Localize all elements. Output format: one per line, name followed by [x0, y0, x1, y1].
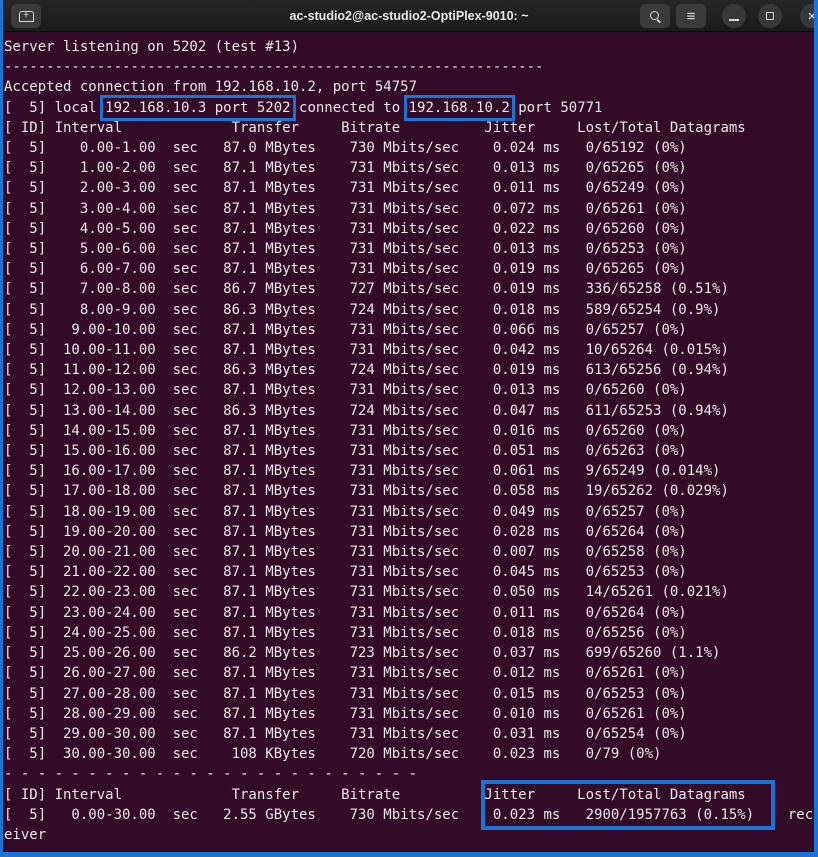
iperf-interval-row: [ 5] 24.00-25.00 sec 87.1 MBytes 731 Mbi… — [4, 624, 687, 641]
iperf-interval-row: [ 5] 17.00-18.00 sec 87.1 MBytes 731 Mbi… — [4, 483, 729, 500]
search-button[interactable] — [640, 4, 670, 28]
window-titlebar: + ac-studio2@ac-studio2-OptiPlex-9010: ~… — [0, 0, 818, 32]
summary-row: [ 5] 0.00-30.00 sec 2.55 GBytes 730 Mbit… — [4, 806, 814, 843]
summary-column-header: [ ID] Interval Transfer Bitrate Jitter L… — [4, 786, 746, 803]
close-icon: × — [807, 7, 817, 25]
remote-endpoint-highlight: 192.168.10.2 — [403, 94, 515, 121]
separator-line: ----------------------------------------… — [4, 59, 544, 76]
iperf-interval-row: [ 5] 19.00-20.00 sec 87.1 MBytes 731 Mbi… — [4, 523, 687, 540]
iperf-interval-row: [ 5] 13.00-14.00 sec 86.3 MBytes 724 Mbi… — [4, 402, 729, 419]
iperf-interval-row: [ 5] 9.00-10.00 sec 87.1 MBytes 731 Mbit… — [4, 321, 687, 338]
connection-prefix: [ 5] local — [4, 99, 106, 116]
iperf-interval-row: [ 5] 27.00-28.00 sec 87.1 MBytes 731 Mbi… — [4, 685, 687, 702]
iperf-interval-row: [ 5] 5.00-6.00 sec 87.1 MBytes 731 Mbits… — [4, 241, 687, 258]
iperf-interval-row: [ 5] 7.00-8.00 sec 86.7 MBytes 727 Mbits… — [4, 281, 729, 298]
iperf-interval-row: [ 5] 12.00-13.00 sec 87.1 MBytes 731 Mbi… — [4, 382, 687, 399]
iperf-interval-row: [ 5] 29.00-30.00 sec 87.1 MBytes 731 Mbi… — [4, 725, 687, 742]
terminal-output: Server listening on 5202 (test #13) ----… — [0, 32, 818, 857]
connection-line: [ 5] local 192.168.10.3 port 5202 connec… — [4, 94, 818, 121]
column-header: [ ID] Interval Transfer Bitrate Jitter L… — [4, 119, 746, 136]
new-tab-button[interactable]: + — [11, 4, 41, 28]
menu-button[interactable]: ≡ — [676, 4, 706, 28]
summary-separator: - - - - - - - - - - - - - - - - - - - - … — [4, 766, 418, 783]
iperf-interval-row: [ 5] 30.00-30.00 sec 108 KBytes 720 Mbit… — [4, 746, 662, 763]
local-endpoint-highlight: 192.168.10.3 port 5202 — [100, 94, 296, 121]
iperf-interval-row: [ 5] 22.00-23.00 sec 87.1 MBytes 731 Mbi… — [4, 584, 729, 601]
iperf-interval-row: [ 5] 23.00-24.00 sec 87.1 MBytes 731 Mbi… — [4, 604, 687, 621]
close-button[interactable]: × — [800, 4, 818, 28]
minimize-icon — [729, 18, 739, 21]
iperf-interval-row: [ 5] 18.00-19.00 sec 87.1 MBytes 731 Mbi… — [4, 503, 687, 520]
iperf-interval-row: [ 5] 26.00-27.00 sec 87.1 MBytes 731 Mbi… — [4, 665, 687, 682]
hamburger-menu-icon: ≡ — [686, 7, 696, 25]
iperf-interval-row: [ 5] 25.00-26.00 sec 86.2 MBytes 723 Mbi… — [4, 645, 721, 662]
iperf-interval-row: [ 5] 6.00-7.00 sec 87.1 MBytes 731 Mbits… — [4, 261, 687, 278]
maximize-icon — [766, 12, 774, 20]
iperf-interval-row: [ 5] 28.00-29.00 sec 87.1 MBytes 731 Mbi… — [4, 705, 687, 722]
iperf-interval-row: [ 5] 0.00-1.00 sec 87.0 MBytes 730 Mbits… — [4, 140, 687, 157]
server-listening-line: Server listening on 5202 (test #13) — [4, 39, 300, 55]
summary-section: - - - - - - - - - - - - - - - - - - - - … — [4, 764, 818, 845]
iperf-interval-row: [ 5] 4.00-5.00 sec 87.1 MBytes 731 Mbits… — [4, 220, 687, 237]
iperf-interval-row: [ 5] 1.00-2.00 sec 87.1 MBytes 731 Mbits… — [4, 160, 687, 177]
minimize-button[interactable] — [722, 4, 746, 28]
connection-suffix: port 50771 — [509, 99, 603, 116]
iperf-interval-row: [ 5] 15.00-16.00 sec 87.1 MBytes 731 Mbi… — [4, 443, 687, 460]
new-tab-icon: + — [18, 10, 34, 22]
iperf-interval-row: [ 5] 8.00-9.00 sec 86.3 MBytes 724 Mbits… — [4, 301, 721, 318]
connection-middle: connected to — [290, 99, 409, 116]
iperf-interval-row: [ 5] 10.00-11.00 sec 87.1 MBytes 731 Mbi… — [4, 342, 729, 359]
iperf-interval-row: [ 5] 2.00-3.00 sec 87.1 MBytes 731 Mbits… — [4, 180, 687, 197]
iperf-interval-row: [ 5] 14.00-15.00 sec 87.1 MBytes 731 Mbi… — [4, 422, 687, 439]
iperf-interval-row: [ 5] 11.00-12.00 sec 86.3 MBytes 724 Mbi… — [4, 362, 729, 379]
iperf-interval-row: [ 5] 21.00-22.00 sec 87.1 MBytes 731 Mbi… — [4, 564, 687, 581]
iperf-interval-row: [ 5] 20.00-21.00 sec 87.1 MBytes 731 Mbi… — [4, 544, 687, 561]
search-icon — [649, 10, 661, 22]
maximize-button[interactable] — [758, 4, 782, 28]
accepted-connection-line: Accepted connection from 192.168.10.2, p… — [4, 79, 418, 96]
iperf-interval-row: [ 5] 3.00-4.00 sec 87.1 MBytes 731 Mbits… — [4, 200, 687, 217]
iperf-interval-row: [ 5] 16.00-17.00 sec 87.1 MBytes 731 Mbi… — [4, 463, 721, 480]
interval-rows: [ 5] 0.00-1.00 sec 87.0 MBytes 730 Mbits… — [4, 138, 818, 764]
